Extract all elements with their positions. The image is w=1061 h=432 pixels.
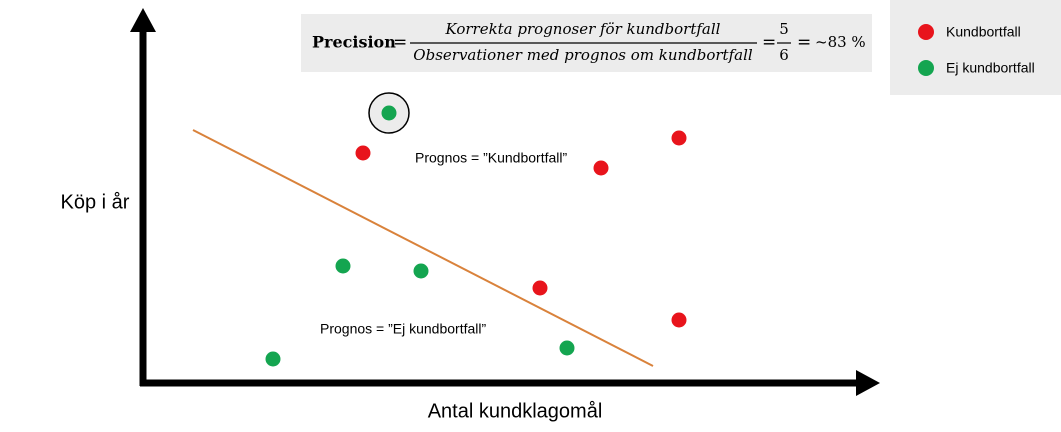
point [532, 280, 548, 296]
formula-numerator: Korrekta prognoser för kundbortfall [445, 20, 721, 38]
point [355, 145, 371, 161]
region-label: Prognos = ”Ej kundbortfall” [320, 321, 486, 337]
y-axis-arrow [130, 8, 156, 32]
formula-result: ~83 % [815, 33, 866, 51]
formula-label: Precision [312, 33, 396, 52]
green-points [265, 105, 575, 367]
legend-swatch [918, 60, 934, 76]
decision-line [192, 129, 654, 367]
legend-label: Kundbortfall [946, 24, 1021, 40]
point [593, 160, 609, 176]
x-axis-label: Antal kundklagomål [428, 400, 603, 422]
region-label: Prognos = ”Kundbortfall” [415, 150, 567, 166]
point [265, 351, 281, 367]
formula-denominator: Observationer med prognos om kundbortfal… [413, 46, 753, 64]
legend-swatch [918, 24, 934, 40]
x-axis-arrow [856, 370, 880, 396]
legend-label: Ej kundbortfall [946, 60, 1035, 76]
formula-operator: = [393, 33, 407, 53]
point [335, 258, 351, 274]
y-axis-label: Köp i år [61, 191, 130, 213]
formula-operator: = [762, 33, 776, 53]
red-points [355, 130, 687, 328]
point [671, 312, 687, 328]
point [413, 263, 429, 279]
point [671, 130, 687, 146]
legend-box [890, 0, 1061, 95]
formula-count-denominator: 6 [779, 46, 789, 64]
point [559, 340, 575, 356]
formula-count-numerator: 5 [779, 20, 789, 38]
formula-operator: = [797, 33, 811, 53]
point [381, 105, 397, 121]
